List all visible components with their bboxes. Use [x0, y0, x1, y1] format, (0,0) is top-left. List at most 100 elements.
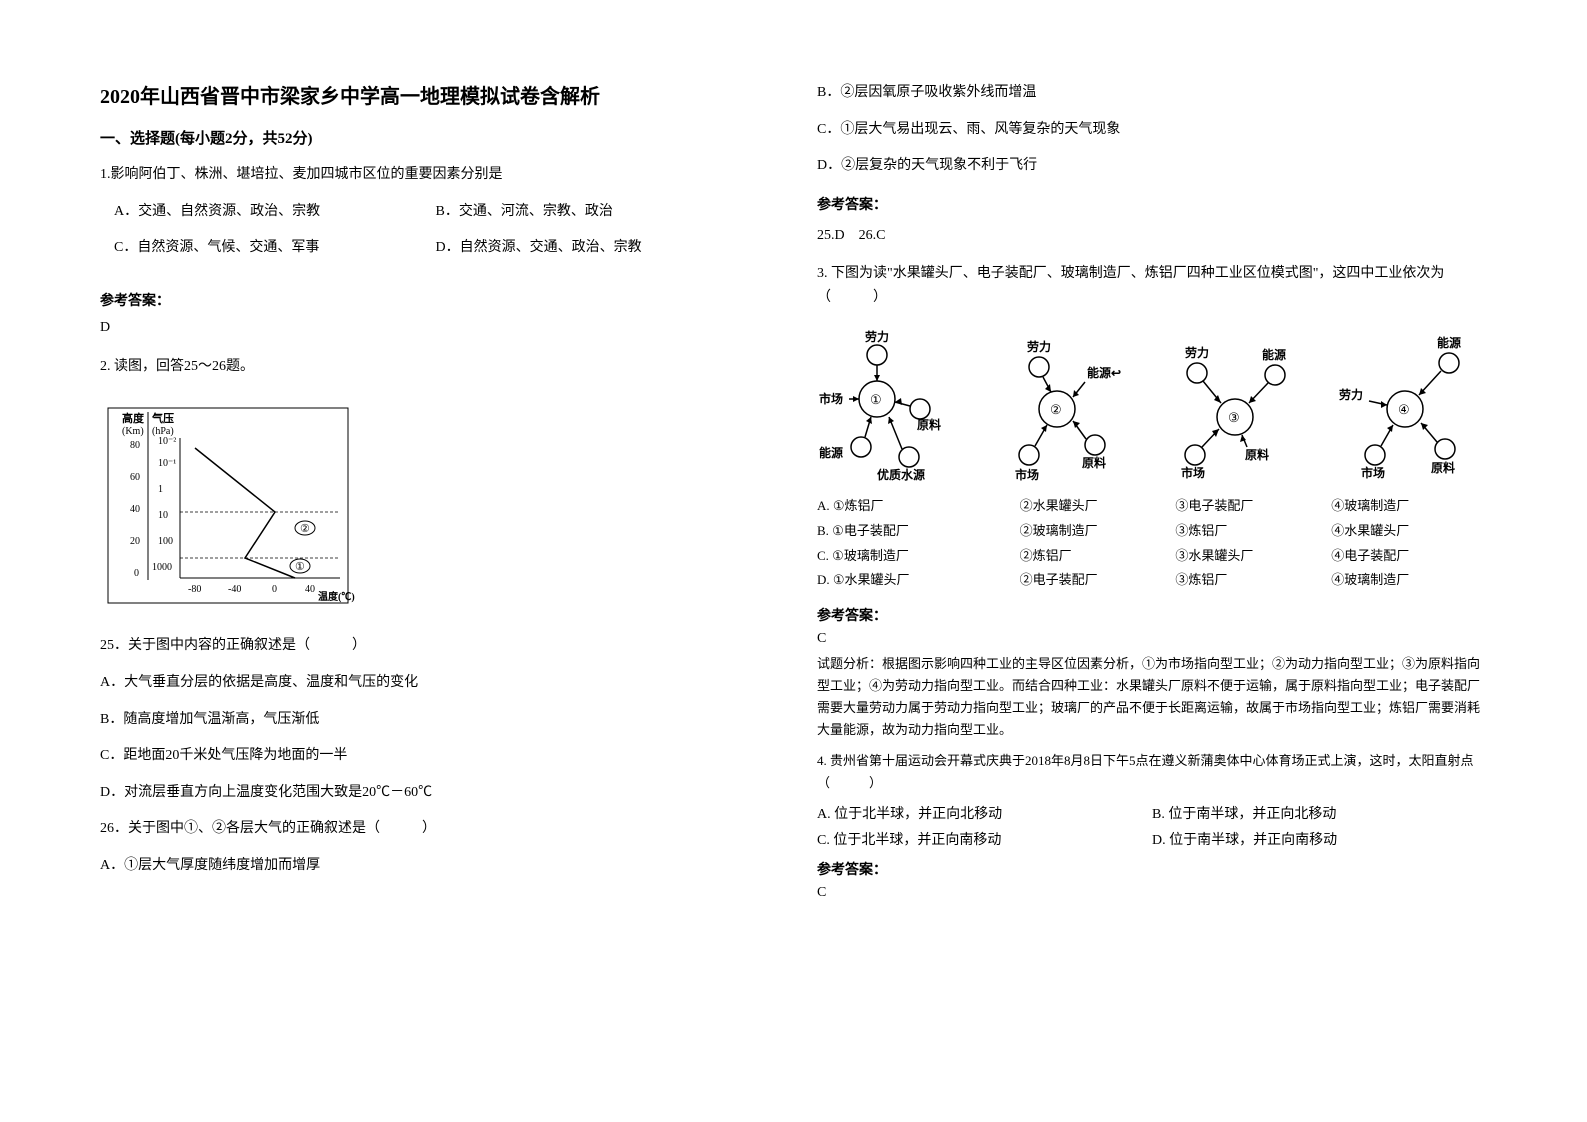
- svg-text:劳力: 劳力: [1027, 339, 1051, 354]
- q3-b-2: ②玻璃制造厂: [1020, 519, 1176, 544]
- svg-text:④: ④: [1398, 402, 1410, 417]
- svg-text:10⁻²: 10⁻²: [158, 436, 176, 447]
- svg-text:-40: -40: [228, 584, 241, 595]
- svg-text:市场: 市场: [819, 391, 843, 406]
- q1-opt-a: A．交通、自然资源、政治、宗教: [114, 199, 436, 226]
- chart-ylabel1: 高度: [122, 411, 145, 425]
- svg-text:能源: 能源: [1262, 347, 1286, 362]
- q2-answer: 25.D 26.C: [817, 224, 1487, 244]
- right-column: B．②层因氧原子吸收紫外线而增温 C．①层大气易出现云、雨、风等复杂的天气现象 …: [817, 80, 1487, 1082]
- svg-text:1: 1: [158, 484, 163, 495]
- q3-answer: C: [817, 631, 1487, 647]
- svg-text:③: ③: [1228, 410, 1240, 425]
- q3-a-2: ②水果罐头厂: [1020, 494, 1176, 519]
- section-header: 一、选择题(每小题2分，共52分): [100, 127, 757, 148]
- q3-text: 3. 下图为读"水果罐头厂、电子装配厂、玻璃制造厂、炼铝厂四种工业区位模式图"，…: [817, 262, 1487, 310]
- q3-b-4: ④水果罐头厂: [1331, 519, 1487, 544]
- q3-a-3: ③电子装配厂: [1175, 494, 1331, 519]
- q25-opt-a: A．大气垂直分层的依据是高度、温度和气压的变化: [100, 670, 757, 697]
- svg-text:原料: 原料: [917, 417, 941, 432]
- chart-plabel1: 气压: [151, 411, 174, 425]
- q3-d-2: ②电子装配厂: [1020, 568, 1176, 593]
- svg-text:②: ②: [300, 523, 310, 535]
- svg-text:1000: 1000: [152, 562, 172, 573]
- q1-answer-label: 参考答案：: [100, 290, 757, 310]
- q2-answer-label: 参考答案：: [817, 194, 1487, 214]
- diagram-4: 能源 劳力 ④ 市场 原料: [1337, 327, 1487, 482]
- q3-d-3: ③炼铝厂: [1175, 568, 1331, 593]
- q3-b-1: B. ①电子装配厂: [817, 519, 1020, 544]
- svg-text:市场: 市场: [1015, 467, 1039, 482]
- q4-options: A. 位于北半球，并正向北移动 B. 位于南半球，并正向北移动 C. 位于北半球…: [817, 802, 1487, 855]
- svg-text:市场: 市场: [1361, 465, 1385, 480]
- q4-answer: C: [817, 885, 1487, 901]
- q3-c-2: ②炼铝厂: [1020, 544, 1176, 569]
- svg-text:-80: -80: [188, 584, 201, 595]
- q1-answer: D: [100, 320, 757, 336]
- q26-opt-d: D．②层复杂的天气现象不利于飞行: [817, 153, 1487, 180]
- svg-text:能源↩: 能源↩: [1087, 365, 1121, 380]
- q26-text: 26．关于图中①、②各层大气的正确叙述是（ ）: [100, 816, 757, 843]
- q3-c-3: ③水果罐头厂: [1175, 544, 1331, 569]
- q4-opt-b: B. 位于南半球，并正向北移动: [1152, 802, 1487, 829]
- diagram-1: 劳力 市场 ① 原料 能源 优质水源: [817, 327, 977, 482]
- svg-text:能源: 能源: [1437, 335, 1461, 350]
- diagram-2: 劳力 能源↩ ② 市场 原料: [997, 327, 1147, 482]
- q4-answer-label: 参考答案：: [817, 859, 1487, 879]
- q25-opt-d: D．对流层垂直方向上温度变化范围大致是20℃－60℃: [100, 780, 757, 807]
- q4-text: 4. 贵州省第十届运动会开幕式庆典于2018年8月8日下午5点在遵义新蒲奥体中心…: [817, 750, 1487, 794]
- diagram-3: 劳力 能源 ③ 市场 原料: [1167, 327, 1317, 482]
- svg-text:劳力: 劳力: [1185, 345, 1209, 360]
- svg-text:0: 0: [272, 584, 277, 595]
- q26-opt-b: B．②层因氧原子吸收紫外线而增温: [817, 80, 1487, 107]
- svg-text:10⁻¹: 10⁻¹: [158, 458, 176, 469]
- svg-text:60: 60: [130, 472, 140, 483]
- q3-c-1: C. ①玻璃制造厂: [817, 544, 1020, 569]
- q4-opt-d: D. 位于南半球，并正向南移动: [1152, 828, 1487, 855]
- q26-opt-c: C．①层大气易出现云、雨、风等复杂的天气现象: [817, 117, 1487, 144]
- svg-text:40: 40: [130, 504, 140, 515]
- left-column: 2020年山西省晋中市梁家乡中学高一地理模拟试卷含解析 一、选择题(每小题2分，…: [100, 80, 757, 1082]
- svg-text:原料: 原料: [1082, 455, 1106, 470]
- q4-opt-c: C. 位于北半球，并正向南移动: [817, 828, 1152, 855]
- svg-text:劳力: 劳力: [865, 329, 889, 344]
- svg-text:40: 40: [305, 584, 315, 595]
- q3-analysis: 试题分析：根据图示影响四种工业的主导区位因素分析，①为市场指向型工业；②为动力指…: [817, 653, 1487, 741]
- svg-text:0: 0: [134, 568, 139, 579]
- svg-text:①: ①: [295, 561, 305, 573]
- q1-text: 1.影响阿伯丁、株洲、堪培拉、麦加四城市区位的重要因素分别是: [100, 162, 757, 189]
- q26-opt-a: A．①层大气厚度随纬度增加而增厚: [100, 853, 757, 880]
- svg-text:市场: 市场: [1181, 465, 1205, 480]
- q1-opt-c: C．自然资源、气候、交通、军事: [114, 235, 436, 262]
- flow-diagrams: 劳力 市场 ① 原料 能源 优质水源 劳力 能源↩: [817, 327, 1487, 482]
- q25-opt-b: B．随高度增加气温渐高，气压渐低: [100, 707, 757, 734]
- q3-answer-label: 参考答案：: [817, 605, 1487, 625]
- svg-text:能源: 能源: [819, 445, 843, 460]
- q25-text: 25．关于图中内容的正确叙述是（ ）: [100, 633, 757, 660]
- q1-opt-b: B．交通、河流、宗教、政治: [436, 199, 758, 226]
- svg-text:100: 100: [158, 536, 173, 547]
- page-title: 2020年山西省晋中市梁家乡中学高一地理模拟试卷含解析: [100, 80, 757, 109]
- q3-d-4: ④玻璃制造厂: [1331, 568, 1487, 593]
- q3-c-4: ④电子装配厂: [1331, 544, 1487, 569]
- q25-opt-c: C．距地面20千米处气压降为地面的一半: [100, 743, 757, 770]
- atmosphere-chart: 高度 (Km) 气压 (hPa) 80 60 40 20 0 10⁻² 10⁻¹…: [100, 400, 757, 615]
- chart-ylabel2: (Km): [122, 426, 144, 437]
- q1-opt-d: D．自然资源、交通、政治、宗教: [436, 235, 758, 262]
- q3-a-1: A. ①炼铝厂: [817, 494, 1020, 519]
- svg-text:20: 20: [130, 536, 140, 547]
- svg-text:②: ②: [1050, 402, 1062, 417]
- q1-options: A．交通、自然资源、政治、宗教 B．交通、河流、宗教、政治 C．自然资源、气候、…: [114, 199, 757, 272]
- svg-text:10: 10: [158, 510, 168, 521]
- q3-b-3: ③炼铝厂: [1175, 519, 1331, 544]
- svg-text:原料: 原料: [1245, 447, 1269, 462]
- q3-a-4: ④玻璃制造厂: [1331, 494, 1487, 519]
- svg-text:原料: 原料: [1431, 460, 1455, 475]
- svg-text:①: ①: [870, 392, 882, 407]
- svg-text:80: 80: [130, 440, 140, 451]
- svg-text:劳力: 劳力: [1339, 387, 1363, 402]
- svg-text:温度(℃): 温度(℃): [318, 590, 355, 603]
- q3-table-options: A. ①炼铝厂 ②水果罐头厂 ③电子装配厂 ④玻璃制造厂 B. ①电子装配厂 ②…: [817, 494, 1487, 593]
- q4-opt-a: A. 位于北半球，并正向北移动: [817, 802, 1152, 829]
- q3-d-1: D. ①水果罐头厂: [817, 568, 1020, 593]
